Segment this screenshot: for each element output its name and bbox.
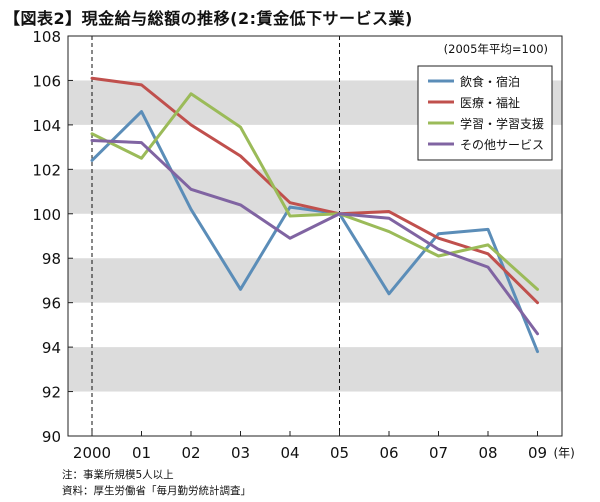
- y-tick-label: 108: [32, 28, 61, 46]
- x-tick-label: 08: [478, 444, 497, 462]
- plot-frame: [67, 35, 563, 437]
- y-tick-label: 96: [42, 295, 61, 313]
- y-tick-label: 98: [42, 250, 61, 268]
- y-tick-label: 102: [32, 161, 61, 179]
- legend-label: 学習・学習支援: [460, 116, 544, 131]
- x-tick-label: 03: [231, 444, 250, 462]
- x-tick-label: 06: [379, 444, 398, 462]
- series-group: [90, 76, 539, 354]
- source-line: 資料：厚生労働省「毎月勤労統計調査」: [62, 485, 251, 497]
- legend-label: 医療・福祉: [460, 95, 520, 110]
- x-unit-label: (年): [554, 446, 575, 460]
- x-tick-label: 09: [528, 444, 547, 462]
- legend-label: 飲食・宿泊: [460, 74, 520, 89]
- x-tick-label: 07: [429, 444, 448, 462]
- y-tick-label: 100: [32, 206, 61, 224]
- tick-labels: 90 92 94 96 98 100 102 104 106 108 2000 01 02 03 04 05 0…: [32, 28, 575, 462]
- series-line: [90, 92, 539, 291]
- x-tick-label: 2000: [73, 444, 111, 462]
- gray-band: [68, 258, 562, 303]
- series-line: [90, 138, 539, 336]
- series-line: [90, 110, 539, 354]
- axes: [67, 35, 563, 437]
- y-tick-label: 94: [42, 339, 61, 357]
- legend-label: その他サービス: [460, 138, 544, 152]
- chart-title: 【図表2】現金給与総額の推移(2:賃金低下サービス業): [4, 9, 413, 28]
- series-line: [90, 76, 539, 305]
- y-tick-label: 90: [42, 428, 61, 446]
- y-tick-label: 106: [32, 72, 61, 90]
- x-tick-label: 02: [181, 444, 200, 462]
- note-line: 注：事業所規模5人以上: [62, 469, 174, 481]
- line-chart: 90 92 94 96 98 100 102 104 106 108 2000 01 02 03 04 05 0…: [32, 28, 575, 462]
- x-tick-label: 04: [280, 444, 299, 462]
- base-note: (2005年平均=100): [444, 42, 548, 56]
- reference-lines: [91, 36, 340, 436]
- notes: 注：事業所規模5人以上 資料：厚生労働省「毎月勤労統計調査」: [62, 467, 251, 499]
- y-tick-label: 92: [42, 384, 61, 402]
- y-tick-label: 104: [32, 117, 61, 135]
- x-tick-label: 05: [330, 444, 349, 462]
- gray-band: [68, 347, 562, 392]
- x-tick-label: 01: [132, 444, 151, 462]
- gray-band: [68, 169, 562, 214]
